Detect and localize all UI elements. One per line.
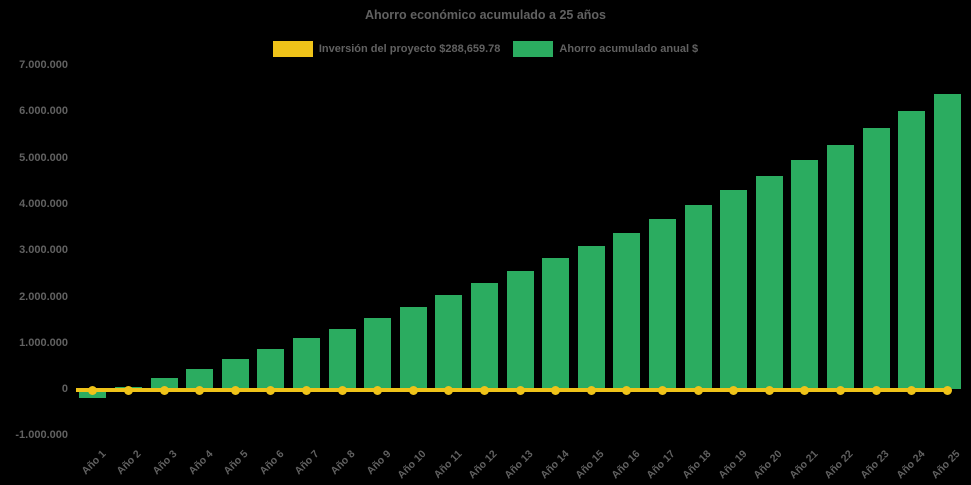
investment-marker <box>373 385 383 395</box>
bar-ano-11 <box>435 294 463 390</box>
investment-marker <box>123 385 133 395</box>
bar-ano-15 <box>577 246 605 390</box>
bar-ano-23 <box>862 128 890 390</box>
investment-line <box>76 388 952 393</box>
bar-ano-6 <box>257 348 285 390</box>
investment-marker <box>729 385 739 395</box>
investment-marker <box>301 385 311 395</box>
investment-marker <box>195 385 205 395</box>
investment-marker <box>266 385 276 395</box>
investment-marker <box>800 385 810 395</box>
bar-ano-19 <box>720 190 748 390</box>
y-tick-label: 3.000.000 <box>19 244 68 257</box>
legend-label-ahorro: Ahorro acumulado anual $ <box>559 43 699 55</box>
investment-marker <box>479 385 489 395</box>
x-tick-label: Año 22 <box>822 448 856 482</box>
bar-ano-21 <box>791 159 819 390</box>
x-tick-label: Año 16 <box>609 448 643 482</box>
x-tick-label: Año 9 <box>363 448 394 478</box>
bar-ano-20 <box>755 176 783 390</box>
y-tick-label: 2.000.000 <box>19 290 68 303</box>
bar-ano-24 <box>898 110 926 390</box>
investment-marker <box>942 385 952 395</box>
legend-item-ahorro: Ahorro acumulado anual $ <box>513 41 698 57</box>
investment-marker <box>88 385 98 395</box>
investment-marker <box>444 385 454 395</box>
investment-marker <box>515 385 525 395</box>
investment-marker <box>622 385 632 395</box>
x-tick-label: Año 23 <box>858 448 892 482</box>
investment-marker <box>408 385 418 395</box>
bar-ano-16 <box>613 232 641 390</box>
investment-marker <box>230 385 240 395</box>
y-tick-label: 1.000.000 <box>19 336 68 349</box>
x-tick-label: Año 21 <box>787 448 821 482</box>
investment-marker <box>835 385 845 395</box>
investment-marker <box>337 385 347 395</box>
bar-ano-10 <box>399 307 427 390</box>
y-tick-label: 0 <box>61 383 68 396</box>
x-tick-label: Año 3 <box>150 448 180 478</box>
bar-ano-5 <box>221 359 249 390</box>
bar-ano-17 <box>648 218 676 390</box>
bar-ano-3 <box>150 377 178 390</box>
x-tick-label: Año 5 <box>221 448 251 478</box>
investment-marker <box>657 385 667 395</box>
investment-marker <box>764 385 774 395</box>
y-tick-label: 7.000.000 <box>19 59 68 71</box>
x-tick-label: Año 18 <box>680 448 714 482</box>
x-tick-label: Año 7 <box>292 448 322 478</box>
investment-marker <box>871 385 881 395</box>
chart-title: Ahorro económico acumulado a 25 años <box>364 8 607 22</box>
legend-label-inversion: Inversión del proyecto $288,659.78 <box>318 43 501 55</box>
bar-ano-22 <box>826 144 854 390</box>
x-tick-label: Año 4 <box>185 448 216 478</box>
y-tick-label: 6.000.000 <box>19 105 68 118</box>
y-tick-label: 5.000.000 <box>19 151 68 164</box>
investment-marker <box>551 385 561 395</box>
x-tick-label: Año 6 <box>257 448 287 478</box>
x-tick-label: Año 24 <box>893 448 928 482</box>
legend-item-inversion: Inversión del proyecto $288,659.78 <box>272 41 501 57</box>
bar-ano-8 <box>328 328 356 390</box>
y-tick-label: 4.000.000 <box>19 197 68 210</box>
investment-marker <box>693 385 703 395</box>
x-tick-label: Año 1 <box>79 448 109 478</box>
legend-swatch-ahorro-icon <box>513 41 554 57</box>
x-tick-label: Año 15 <box>573 448 607 482</box>
y-tick-label: -1.000.000 <box>15 429 68 442</box>
bar-ano-18 <box>684 204 712 390</box>
bar-ano-25 <box>933 93 961 390</box>
legend: Inversión del proyecto $288,659.78 Ahorr… <box>0 40 971 58</box>
x-tick-label: Año 17 <box>644 448 678 482</box>
x-tick-label: Año 8 <box>328 448 358 478</box>
x-tick-label: Año 25 <box>929 448 963 482</box>
bar-ano-7 <box>292 338 320 390</box>
bar-ano-13 <box>506 271 534 390</box>
bar-ano-9 <box>364 318 392 390</box>
investment-marker <box>586 385 596 395</box>
investment-marker <box>907 385 917 395</box>
bar-ano-12 <box>470 283 498 390</box>
legend-swatch-inversion-icon <box>272 41 313 57</box>
x-tick-label: Año 20 <box>751 448 785 482</box>
x-tick-label: Año 14 <box>537 448 572 482</box>
x-tick-label: Año 13 <box>502 448 536 482</box>
bar-ano-14 <box>542 258 570 390</box>
x-tick-label: Año 12 <box>466 448 500 482</box>
x-tick-label: Año 2 <box>114 448 144 478</box>
x-tick-label: Año 11 <box>431 448 465 481</box>
bar-ano-4 <box>186 368 214 390</box>
x-tick-label: Año 19 <box>715 448 750 482</box>
investment-marker <box>159 385 169 395</box>
x-tick-label: Año 10 <box>395 448 429 482</box>
